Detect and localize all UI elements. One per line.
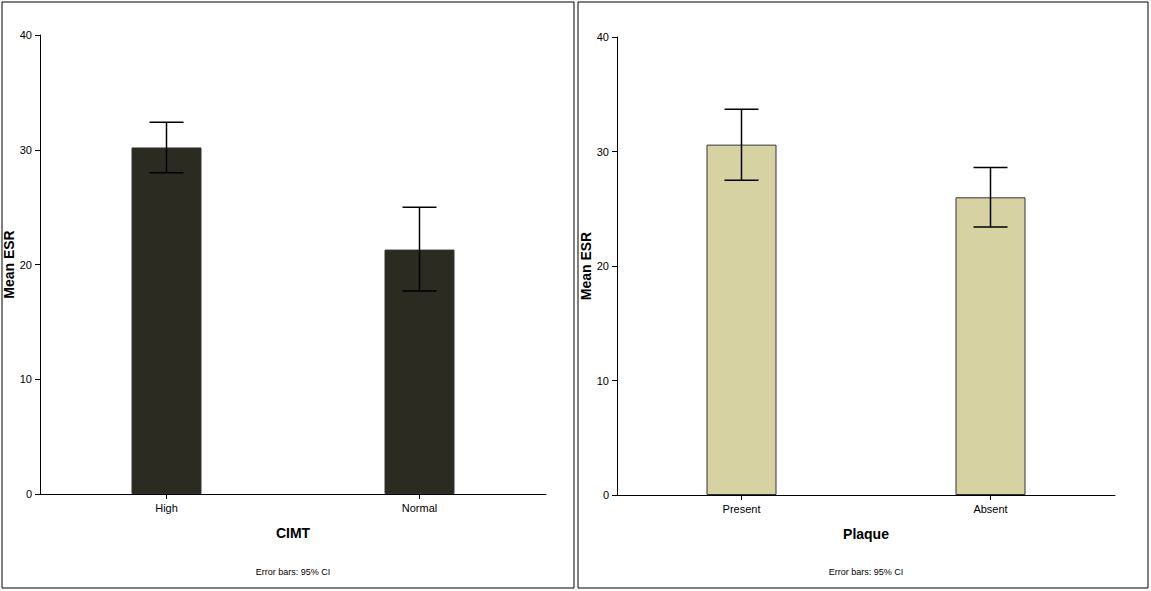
svg-text:High: High <box>155 502 178 514</box>
svg-text:10: 10 <box>20 373 32 385</box>
svg-text:30: 30 <box>20 144 32 156</box>
svg-text:Normal: Normal <box>402 502 437 514</box>
svg-text:Absent: Absent <box>973 503 1007 515</box>
svg-text:Error bars: 95% CI: Error bars: 95% CI <box>256 567 331 577</box>
svg-text:40: 40 <box>597 31 609 43</box>
svg-text:0: 0 <box>603 489 609 501</box>
svg-text:Present: Present <box>723 503 761 515</box>
svg-text:0: 0 <box>26 488 32 500</box>
svg-text:30: 30 <box>597 146 609 158</box>
svg-text:10: 10 <box>597 375 609 387</box>
svg-text:CIMT: CIMT <box>276 525 311 541</box>
svg-text:Mean ESR: Mean ESR <box>578 232 594 300</box>
svg-text:40: 40 <box>20 29 32 41</box>
svg-text:Error bars: 95% CI: Error bars: 95% CI <box>829 567 904 577</box>
svg-text:20: 20 <box>597 260 609 272</box>
svg-text:Mean ESR: Mean ESR <box>1 230 17 298</box>
svg-text:Plaque: Plaque <box>843 526 889 542</box>
svg-text:20: 20 <box>20 259 32 271</box>
